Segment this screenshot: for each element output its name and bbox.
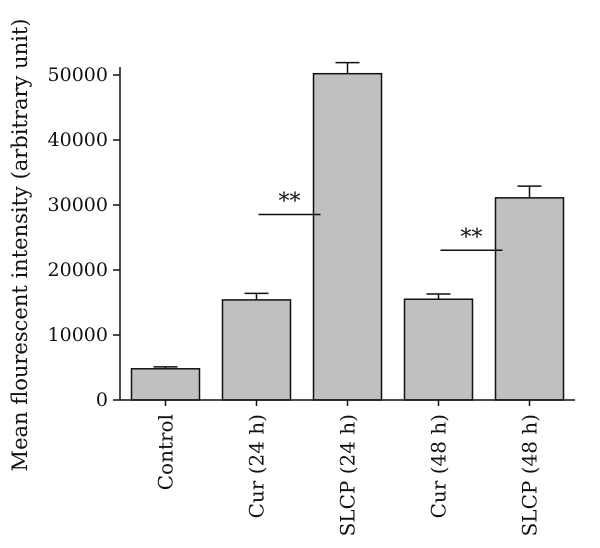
y-tick-label: 10000 [48, 324, 108, 346]
error-bars-group [153, 61, 542, 369]
y-tick-label: 40000 [48, 129, 108, 151]
x-tick-label: SLCP (24 h) [336, 414, 360, 536]
significance-marker: ** [461, 225, 483, 250]
y-tick-label: 30000 [48, 194, 108, 216]
bar [403, 298, 474, 401]
bars-group [130, 72, 565, 401]
y-tick-label: 20000 [48, 259, 108, 281]
bar [312, 72, 383, 401]
significance-marker: ** [279, 190, 301, 215]
bar [130, 368, 201, 401]
x-labels-group: Control Cur (24 h) SLCP (24 h) Cur (48 h) SL… [154, 400, 542, 536]
x-tick-label: Cur (48 h) [427, 414, 451, 518]
annotations-group: ** ** [258, 190, 503, 251]
bar [221, 299, 292, 401]
x-tick-label: SLCP (48 h) [518, 414, 542, 536]
y-tick-label: 50000 [48, 64, 108, 86]
bar [494, 197, 565, 401]
y-tick-label: 0 [96, 389, 108, 411]
y-ticks-group: 0 10000 20000 30000 40000 50000 [48, 64, 120, 411]
x-tick-label: Control [154, 414, 178, 490]
x-tick-label: Cur (24 h) [245, 414, 269, 518]
y-axis-label: Mean flourescent intensity (arbitrary un… [8, 19, 32, 472]
